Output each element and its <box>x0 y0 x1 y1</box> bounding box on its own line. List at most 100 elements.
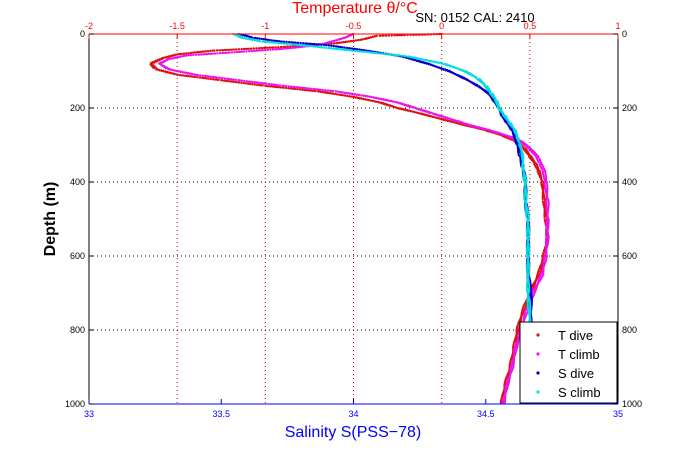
data-point <box>225 79 228 83</box>
data-point <box>162 70 165 73</box>
x-bottom-tick-label: 34 <box>348 409 358 419</box>
x-axis-label: Salinity S(PSS−78) <box>285 424 422 441</box>
data-point <box>249 38 252 41</box>
data-point <box>164 67 167 70</box>
data-point <box>390 105 393 108</box>
data-point <box>190 51 193 55</box>
data-point <box>290 43 294 46</box>
data-point <box>277 40 280 43</box>
data-point <box>282 45 285 49</box>
data-point <box>181 71 185 74</box>
data-point <box>357 39 360 42</box>
data-point <box>207 50 210 53</box>
y-tick-label-right: 1000 <box>622 399 642 409</box>
data-point <box>525 288 529 291</box>
data-point <box>326 91 329 95</box>
data-point <box>527 246 531 249</box>
data-point <box>437 114 440 117</box>
data-point <box>437 61 441 64</box>
data-point <box>199 74 202 77</box>
data-point <box>440 118 443 121</box>
data-point <box>271 85 275 88</box>
data-point <box>446 69 449 73</box>
data-point <box>387 99 390 102</box>
data-point <box>298 46 301 49</box>
data-point <box>287 87 291 90</box>
data-point <box>202 50 205 53</box>
data-point <box>288 43 291 46</box>
data-point <box>524 309 527 312</box>
data-point <box>427 63 430 66</box>
data-point <box>313 90 316 93</box>
data-point <box>525 192 528 195</box>
data-point <box>334 39 337 42</box>
data-point <box>391 100 394 103</box>
data-point <box>537 161 540 164</box>
data-point <box>444 69 447 72</box>
data-point <box>270 39 273 42</box>
data-point <box>412 58 415 61</box>
data-point <box>530 299 534 303</box>
data-point <box>205 77 208 80</box>
data-point <box>277 46 280 49</box>
data-point <box>541 196 544 199</box>
data-point <box>184 71 187 74</box>
data-point <box>197 51 201 54</box>
data-point <box>258 37 261 40</box>
data-point <box>251 49 254 53</box>
grid-lines <box>89 34 618 404</box>
data-point <box>401 103 405 106</box>
data-point <box>320 43 323 46</box>
data-point <box>425 62 428 65</box>
data-point <box>216 49 219 52</box>
data-point <box>359 38 362 42</box>
data-point <box>317 90 320 93</box>
data-point <box>450 71 453 74</box>
data-point <box>525 283 529 287</box>
data-point <box>353 93 356 96</box>
data-point <box>417 108 420 111</box>
data-point <box>346 94 349 98</box>
data-point <box>385 34 388 37</box>
data-point <box>286 47 289 50</box>
data-point <box>188 72 191 75</box>
data-point <box>176 53 179 56</box>
data-point <box>525 230 529 233</box>
legend-label: S climb <box>558 385 601 400</box>
data-point <box>419 60 422 64</box>
data-point <box>525 195 528 198</box>
data-point <box>240 81 243 84</box>
data-point <box>325 46 328 50</box>
data-point <box>429 63 432 66</box>
data-point <box>232 78 235 81</box>
data-point <box>243 34 246 37</box>
data-point <box>339 91 342 94</box>
data-point <box>298 88 301 91</box>
data-point <box>521 309 524 312</box>
legend-marker <box>536 352 540 356</box>
data-point <box>347 49 351 52</box>
data-point <box>200 53 203 56</box>
data-point <box>307 87 310 90</box>
data-point <box>398 34 401 37</box>
data-point <box>296 88 299 91</box>
data-point <box>172 54 176 57</box>
data-point <box>224 48 227 52</box>
data-point <box>206 75 209 78</box>
data-point <box>400 102 403 105</box>
data-point <box>442 118 445 121</box>
data-point <box>525 193 528 196</box>
data-point <box>238 50 241 54</box>
data-point <box>364 50 367 54</box>
y-tick-label: 1000 <box>65 399 85 409</box>
y-tick-label-right: 800 <box>622 325 637 335</box>
data-point <box>220 79 223 82</box>
data-point <box>369 51 372 54</box>
data-point <box>268 39 271 42</box>
data-point <box>200 50 203 54</box>
data-point <box>248 50 251 53</box>
data-point <box>326 89 329 92</box>
data-point <box>160 69 163 73</box>
data-point <box>235 48 238 51</box>
data-point <box>258 40 261 43</box>
